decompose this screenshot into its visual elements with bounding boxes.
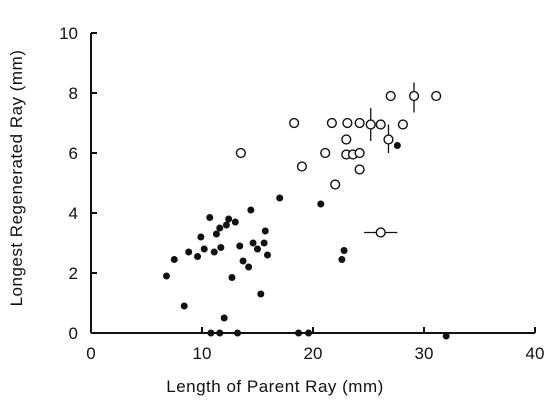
axes [90,33,535,334]
filled-data-point [206,213,214,221]
y-axis-title: Longest Regenerated Ray (mm) [7,50,26,307]
filled-data-point [197,233,205,241]
filled-data-point [236,242,244,250]
filled-data-point [442,332,450,340]
filled-data-point [231,218,239,226]
filled-data-point [249,239,257,247]
open-data-point [235,147,246,159]
x-axis-title: Length of Parent Ray (mm) [166,377,384,396]
open-data-point [330,179,341,190]
filled-data-point [257,290,265,298]
filled-data-point [170,255,178,263]
error-bars [364,82,415,234]
x-tick-label: 20 [304,344,323,363]
open-data-point [383,134,394,145]
open-data-point [320,147,331,159]
filled-data-point [260,239,268,247]
open-data-point [385,90,396,102]
open-data-point [365,119,376,130]
filled-data-point [393,141,401,149]
filled-data-point [212,230,220,238]
filled-data-point [340,246,348,254]
open-data-point [375,119,386,130]
filled-data-point [276,194,284,202]
x-tick-label: 40 [526,344,545,363]
filled-data-point [253,245,261,253]
filled-data-point [220,314,228,322]
data-points [162,90,450,340]
filled-data-point [217,243,225,251]
filled-data-point [338,255,346,263]
filled-data-point [216,329,224,337]
filled-data-point [228,273,236,281]
filled-data-point [200,245,208,253]
open-data-point [397,119,409,130]
filled-data-point [207,329,215,337]
filled-data-point [216,224,224,232]
y-tick-label: 8 [69,84,78,103]
open-data-point [341,134,352,145]
filled-data-point [245,263,253,271]
y-tick-label: 2 [69,264,78,283]
open-data-point [289,117,300,129]
filled-data-point [317,200,325,208]
filled-data-point [234,329,242,337]
filled-data-point [210,248,218,256]
y-tick-label: 6 [69,144,78,163]
ticks [90,32,536,334]
x-tick-label: 0 [86,344,95,363]
filled-data-point [305,329,313,337]
x-tick-label: 10 [193,344,212,363]
open-data-point [431,90,442,102]
filled-data-point [180,302,188,310]
filled-data-point [239,257,247,265]
open-data-point [326,117,337,129]
y-tick-label: 10 [59,24,78,43]
filled-data-point [225,215,233,223]
open-data-point [296,161,308,172]
x-tick-label: 30 [415,344,434,363]
y-tick-label: 0 [69,324,78,343]
filled-data-point [263,251,271,259]
open-data-point [342,117,353,129]
y-tick-label: 4 [69,204,78,223]
open-data-point [354,117,365,129]
open-data-point [408,90,420,102]
filled-data-point [247,206,255,214]
tick-labels: 0 10 20 30 40 0 2 4 6 8 10 [59,24,544,363]
filled-data-point [194,252,202,260]
filled-data-point [162,272,170,280]
open-data-point [354,164,365,175]
filled-data-point [222,221,230,229]
filled-data-point [261,227,269,235]
filled-data-point [185,248,193,256]
open-data-point [375,227,386,238]
open-data-point [354,147,365,159]
filled-data-point [295,329,303,337]
